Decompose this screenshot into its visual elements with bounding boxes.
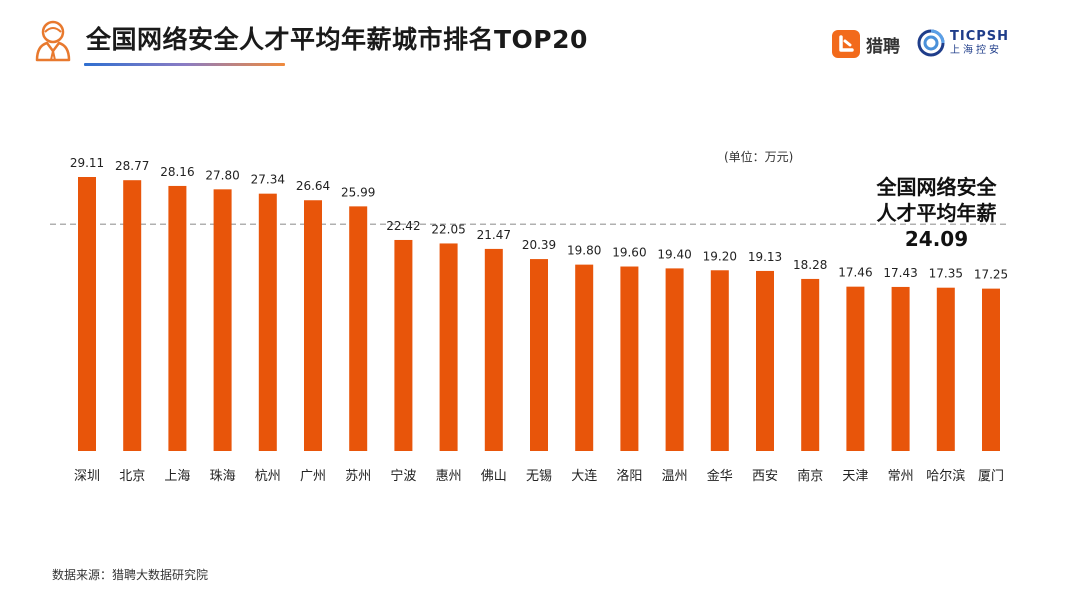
liepin-logo-text: 猎聘 [866,36,900,57]
category-label-12: 洛阳 [616,469,642,484]
average-label-line2: 人才平均年薪 [876,201,997,225]
bar-0 [78,177,96,451]
value-label-14: 19.20 [703,249,737,263]
value-label-8: 22.05 [431,222,465,236]
value-label-15: 19.13 [748,250,782,264]
liepin-logo-icon [832,30,860,58]
bar-7 [394,239,413,451]
category-label-20: 厦门 [978,469,1004,484]
value-label-16: 18.28 [793,258,827,272]
category-label-0: 深圳 [74,469,100,484]
category-label-8: 惠州 [436,469,462,484]
bar-13 [665,268,684,451]
bar-14 [710,270,729,451]
bar-10 [530,259,548,451]
value-label-6: 25.99 [341,185,375,199]
bar-16 [801,278,820,451]
category-label-11: 大连 [571,468,597,484]
category-label-7: 宁波 [390,468,416,484]
category-label-5: 广州 [300,469,326,484]
bar-12 [620,266,639,451]
category-label-1: 北京 [119,469,145,484]
category-label-15: 西安 [752,469,778,484]
ticpsh-logo-icon [917,29,945,57]
unit-label: (单位：万元) [724,150,794,164]
value-label-2: 28.16 [160,165,194,179]
value-label-5: 26.64 [296,179,330,193]
bar-2 [168,185,187,451]
bar-5 [304,200,322,451]
data-source: 数据来源：猎聘大数据研究院 [52,568,209,582]
value-label-9: 21.47 [477,228,511,242]
ticpsh-logo-subtext: 上海控安 [950,45,1002,56]
bar-3 [213,189,232,451]
value-label-1: 28.77 [115,159,149,173]
bar-4 [258,193,277,451]
category-label-6: 苏州 [345,468,371,484]
category-label-19: 哈尔滨 [926,468,965,484]
value-label-4: 27.34 [251,173,285,187]
category-label-13: 温州 [662,469,688,484]
category-label-3: 珠海 [210,469,236,484]
bar-17 [846,286,865,451]
bar-1 [123,180,142,452]
value-label-11: 19.80 [567,244,601,258]
value-label-12: 19.60 [612,246,646,260]
bar-20 [982,288,1000,451]
bar-8 [439,243,458,451]
category-label-14: 金华 [707,468,733,484]
category-label-4: 杭州 [255,469,281,484]
bar-15 [756,270,774,451]
bar-18 [891,286,910,451]
value-label-13: 19.40 [657,247,691,261]
category-label-9: 佛山 [481,469,507,484]
category-label-17: 天津 [842,469,868,484]
bar-19 [936,287,955,451]
person-avatar-icon [33,18,73,62]
bar-11 [575,264,594,451]
average-label-line1: 全国网络安全 [876,175,997,199]
page-title: 全国网络安全人才平均年薪城市排名TOP20 [86,25,588,54]
average-value: 24.09 [904,227,969,251]
value-label-7: 22.42 [386,219,420,233]
value-label-3: 27.80 [205,168,239,182]
value-label-20: 17.25 [974,268,1008,282]
category-label-10: 无锡 [526,469,552,484]
title-underline [84,63,285,66]
ticpsh-logo-text: TICPSH [950,29,1010,44]
bar-9 [484,248,503,451]
average-annotation: 全国网络安全 人才平均年薪 24.09 [860,174,1013,252]
ticpsh-logo: TICPSH 上海控安 [917,29,1009,57]
value-label-0: 29.11 [70,156,104,170]
value-label-10: 20.39 [522,238,556,252]
bar-6 [349,206,368,451]
category-label-16: 南京 [797,468,823,484]
value-label-17: 17.46 [838,266,872,280]
liepin-logo: 猎聘 [832,30,900,58]
value-label-19: 17.35 [929,267,963,281]
value-label-18: 17.43 [883,266,917,280]
category-label-2: 上海 [164,469,190,484]
category-label-18: 常州 [888,469,914,484]
